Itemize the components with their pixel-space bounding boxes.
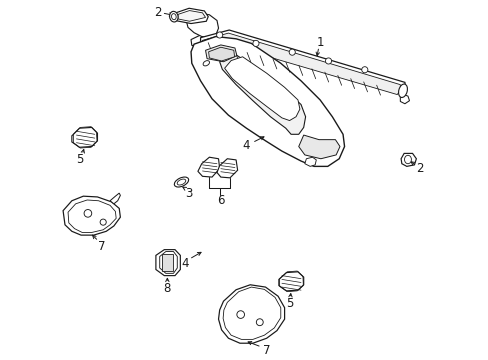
Polygon shape bbox=[400, 153, 415, 166]
Text: 7: 7 bbox=[263, 345, 270, 357]
Polygon shape bbox=[72, 127, 97, 147]
Polygon shape bbox=[160, 252, 177, 273]
Text: 5: 5 bbox=[285, 297, 293, 310]
Polygon shape bbox=[68, 200, 116, 233]
Text: 7: 7 bbox=[97, 240, 105, 253]
Polygon shape bbox=[162, 254, 172, 271]
Ellipse shape bbox=[169, 12, 178, 22]
Text: 2: 2 bbox=[415, 162, 422, 175]
Polygon shape bbox=[110, 193, 120, 204]
Polygon shape bbox=[278, 272, 303, 291]
Ellipse shape bbox=[177, 179, 185, 185]
Circle shape bbox=[288, 49, 295, 55]
Circle shape bbox=[325, 58, 331, 64]
Polygon shape bbox=[191, 35, 231, 48]
Text: 1: 1 bbox=[316, 36, 323, 49]
Polygon shape bbox=[178, 10, 205, 21]
Circle shape bbox=[236, 311, 244, 318]
Polygon shape bbox=[208, 47, 234, 61]
Text: 4: 4 bbox=[181, 257, 189, 270]
Polygon shape bbox=[224, 57, 299, 121]
Text: 8: 8 bbox=[163, 282, 171, 295]
Circle shape bbox=[100, 219, 106, 225]
Polygon shape bbox=[63, 196, 120, 235]
Polygon shape bbox=[304, 157, 316, 166]
Circle shape bbox=[84, 210, 92, 217]
Ellipse shape bbox=[171, 14, 176, 20]
Ellipse shape bbox=[203, 60, 209, 66]
Polygon shape bbox=[218, 285, 284, 343]
Polygon shape bbox=[217, 159, 237, 178]
Circle shape bbox=[256, 319, 263, 326]
Ellipse shape bbox=[174, 177, 188, 187]
Polygon shape bbox=[202, 33, 400, 95]
Text: 4: 4 bbox=[242, 139, 250, 152]
Ellipse shape bbox=[398, 84, 407, 98]
Ellipse shape bbox=[404, 155, 410, 164]
Text: 5: 5 bbox=[77, 153, 84, 166]
Polygon shape bbox=[186, 13, 218, 38]
Polygon shape bbox=[223, 287, 280, 339]
Polygon shape bbox=[400, 94, 408, 104]
Circle shape bbox=[361, 67, 367, 73]
Circle shape bbox=[252, 40, 259, 46]
Polygon shape bbox=[298, 135, 339, 159]
Circle shape bbox=[216, 32, 222, 38]
Text: 6: 6 bbox=[216, 194, 224, 207]
Polygon shape bbox=[200, 30, 405, 93]
Polygon shape bbox=[205, 45, 236, 62]
Polygon shape bbox=[191, 36, 344, 166]
Polygon shape bbox=[198, 157, 219, 177]
Polygon shape bbox=[156, 249, 180, 276]
Text: 2: 2 bbox=[153, 6, 161, 19]
Polygon shape bbox=[175, 8, 208, 23]
Polygon shape bbox=[219, 55, 305, 134]
Text: 3: 3 bbox=[185, 186, 192, 199]
